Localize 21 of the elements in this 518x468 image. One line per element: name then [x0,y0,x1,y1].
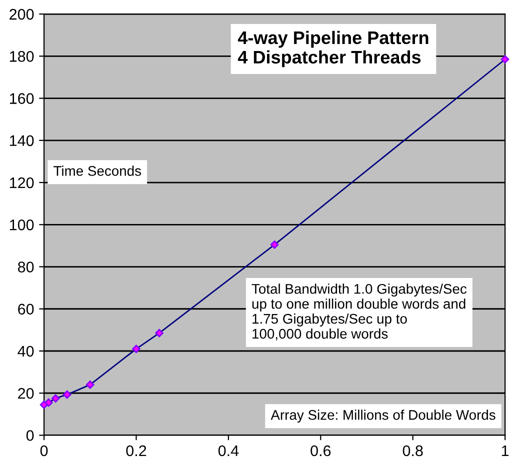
y-tick-label: 60 [18,304,34,315]
text: 4-way Pipeline Pattern 4 Dispatcher Threads [238,30,428,68]
y-tick-label: 120 [10,177,34,188]
y-tick-label: 140 [10,135,34,146]
y-tick-label: 20 [18,388,34,399]
y-tick-label: 40 [18,346,34,357]
x-tick-label: 0.2 [126,445,146,456]
x-tick-label: 0.4 [218,445,239,456]
annotation: Total Bandwidth 1.0 Gigabytes/Sec up to one million double words and 1.75 Gigabytes/Sec up to 100,000 double words [252,284,467,340]
x-tick-label: 0.8 [402,445,423,456]
y-tick-label: 0 [26,430,34,441]
annotation: Time Seconds [54,166,141,176]
y-tick-label: 160 [10,93,34,104]
y-tick-label: 100 [10,220,34,230]
y-tick-label: 80 [18,262,34,272]
y-tick-label: 200 [10,8,34,20]
x-tick-label: 0.6 [310,445,331,456]
x-tick-label: 1 [502,446,509,456]
y-tick-label: 180 [10,51,34,62]
x-tick-label: 0 [40,445,48,456]
annotation: Array Size: Millions of Double Words [270,410,496,423]
